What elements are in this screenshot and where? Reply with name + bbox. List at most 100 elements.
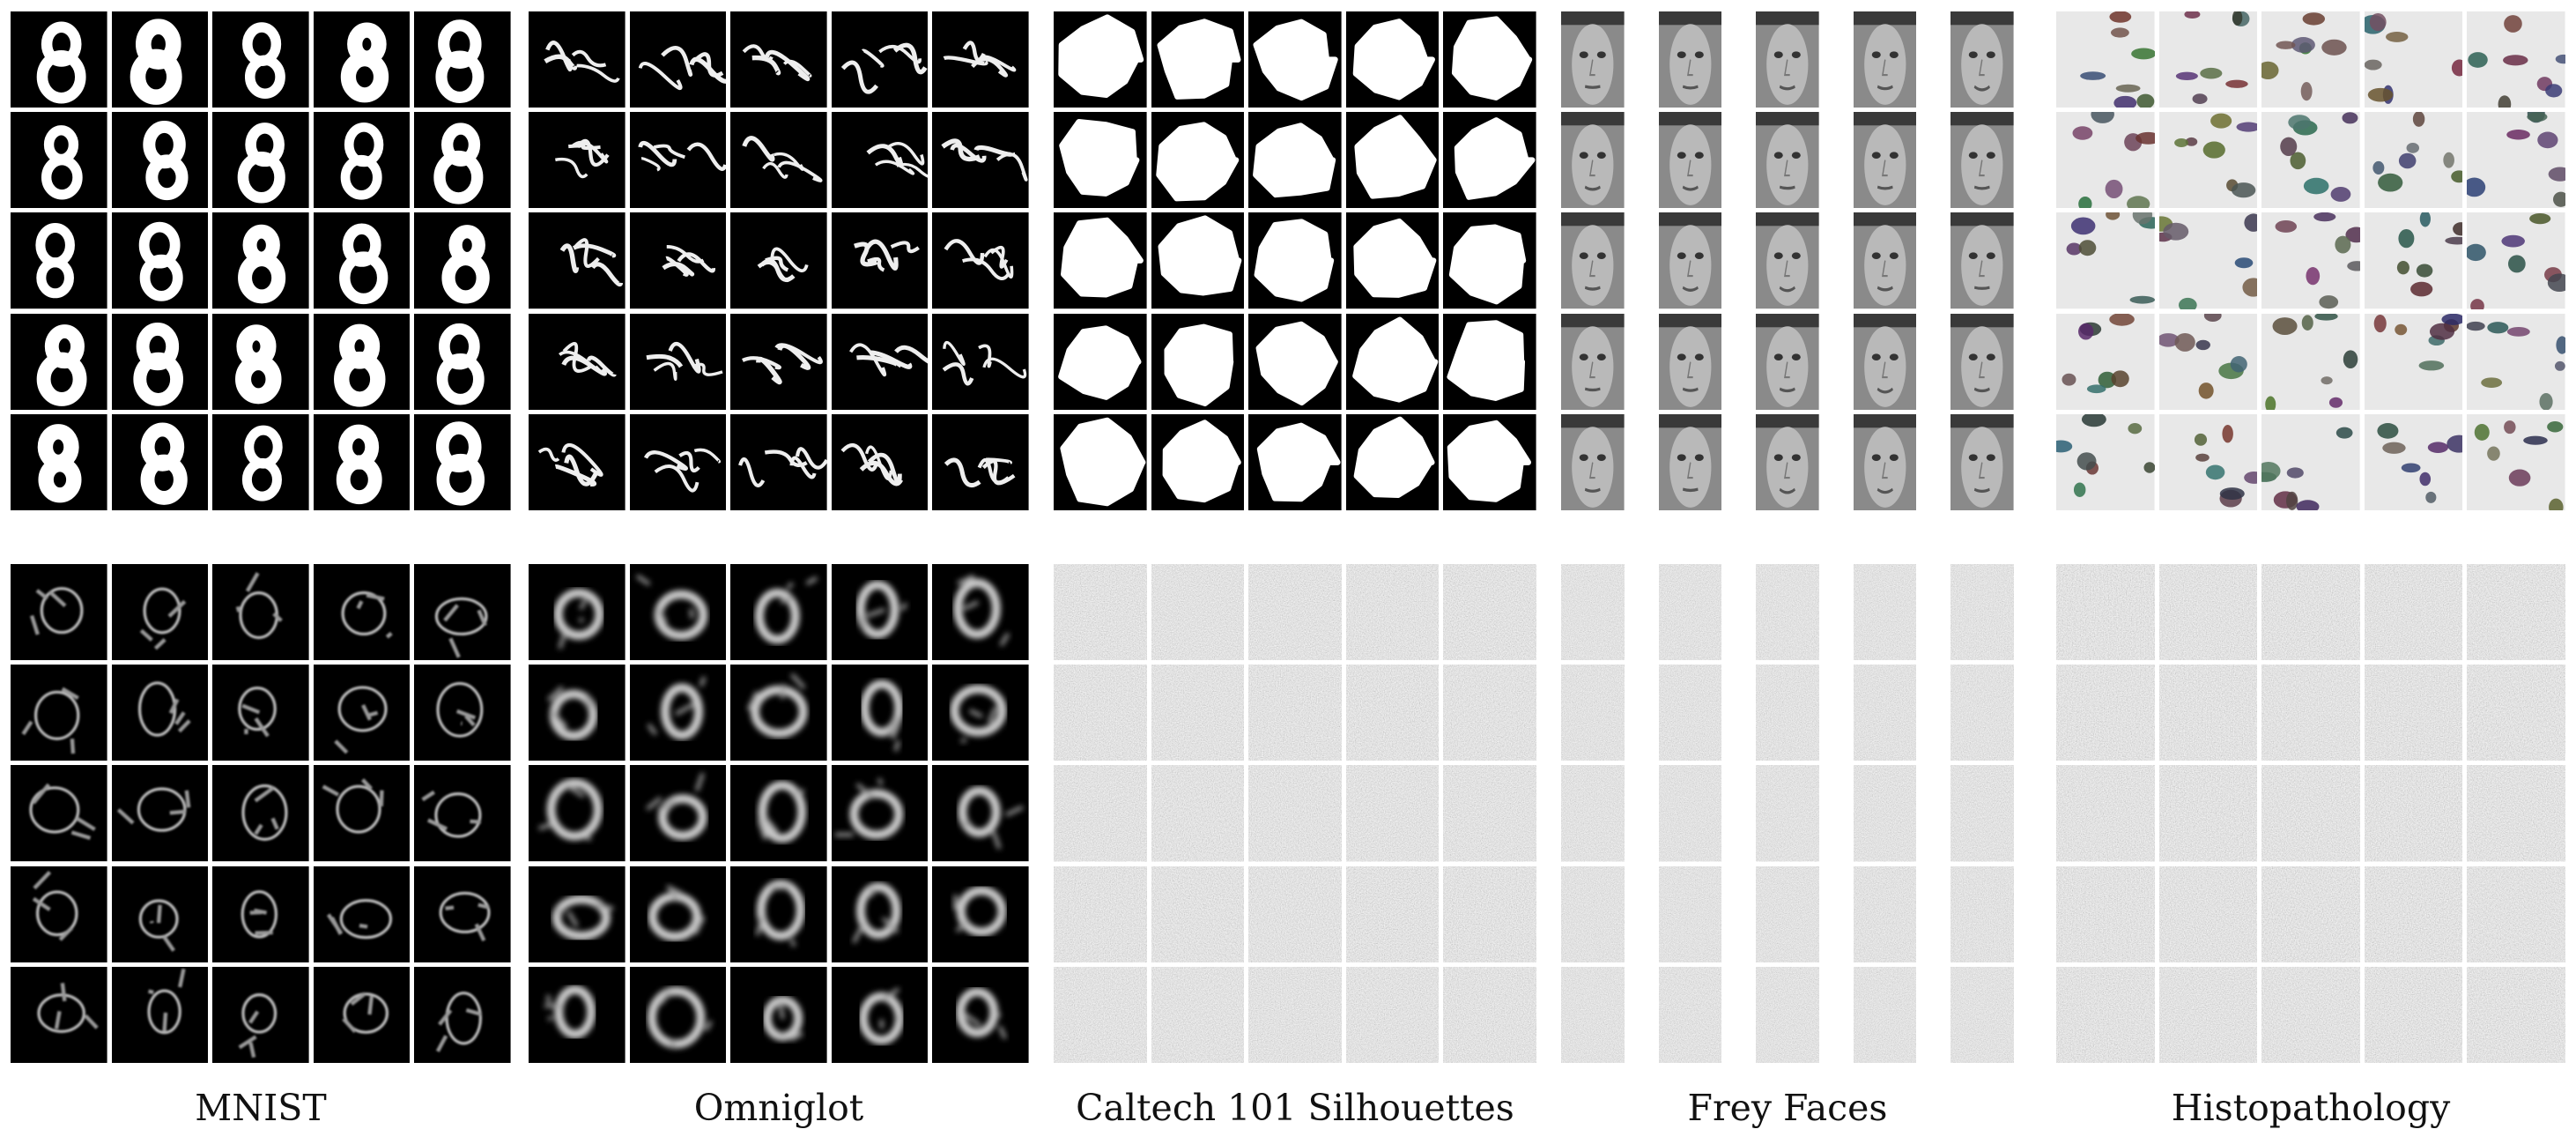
sample-face-image [1756,11,1819,108]
sample-digit-image [313,966,411,1063]
sample-digit-image [313,865,411,962]
sample-noise-image [1054,665,1147,761]
sample-face-image [1951,413,2014,510]
sample-character-image [932,11,1029,108]
sample-noise-image [2158,665,2258,761]
sample-histopathology-image [2261,313,2360,410]
sample-noise-image [1248,765,1342,862]
sample-character-image [529,765,625,862]
sample-noise-image [1658,564,1722,661]
sample-noise-image [2261,665,2360,761]
sample-noise-image [2467,564,2565,661]
sample-digit-image [414,212,511,309]
sample-digit-image [111,665,209,761]
sample-noise-image [1248,665,1342,761]
sample-face-image [1853,112,1917,209]
dataset-label-omniglot: Omniglot [693,1087,864,1129]
sample-digit-image [212,564,309,661]
histo-top-grid [2056,11,2565,510]
sample-silhouette-image [1345,11,1440,108]
sample-digit-image [11,413,107,510]
sample-character-image [831,112,929,209]
sample-character-image [529,865,625,962]
dataset-label-frey: Frey Faces [1687,1087,1888,1129]
sample-histopathology-image [2158,413,2258,510]
sample-digit-image [11,665,107,761]
sample-face-image [1658,112,1722,209]
sample-digit-image [212,765,309,862]
dataset-label-histopathology: Histopathology [2171,1087,2451,1129]
sample-noise-image [2056,865,2155,962]
sample-noise-image [2158,865,2258,962]
sample-digit-image [313,765,411,862]
sample-histopathology-image [2364,112,2463,209]
sample-histopathology-image [2056,112,2155,209]
sample-face-image [1853,212,1917,309]
sample-character-image [831,665,929,761]
sample-character-image [529,212,625,309]
sample-digit-image [111,313,209,410]
sample-digit-image [111,564,209,661]
sample-noise-image [1951,966,2014,1063]
sample-character-image [730,865,827,962]
caltech-top-grid [1054,11,1536,510]
sample-noise-image [2261,865,2360,962]
sample-silhouette-image [1151,212,1245,309]
sample-silhouette-image [1248,112,1342,209]
mnist-bottom-grid [11,564,511,1063]
sample-digit-image [111,966,209,1063]
sample-character-image [932,564,1029,661]
sample-character-image [529,966,625,1063]
sample-noise-image [1756,865,1819,962]
sample-noise-image [2056,966,2155,1063]
sample-character-image [730,313,827,410]
sample-silhouette-image [1054,112,1147,209]
sample-noise-image [2056,765,2155,862]
sample-character-image [529,11,625,108]
sample-silhouette-image [1345,313,1440,410]
sample-noise-image [1756,665,1819,761]
sample-silhouette-image [1443,11,1536,108]
sample-noise-image [1951,865,2014,962]
sample-histopathology-image [2364,11,2463,108]
sample-digit-image [414,11,511,108]
sample-character-image [932,313,1029,410]
mnist-top-grid [11,11,511,510]
sample-digit-image [414,665,511,761]
sample-face-image [1853,313,1917,410]
sample-silhouette-image [1248,212,1342,309]
sample-noise-image [1151,665,1245,761]
sample-digit-image [414,765,511,862]
sample-histopathology-image [2467,212,2565,309]
sample-histopathology-image [2467,313,2565,410]
sample-digit-image [111,112,209,209]
sample-histopathology-image [2261,112,2360,209]
sample-face-image [1658,11,1722,108]
sample-digit-image [313,112,411,209]
sample-histopathology-image [2056,413,2155,510]
sample-digit-image [111,865,209,962]
sample-character-image [932,765,1029,862]
sample-digit-image [11,564,107,661]
sample-noise-image [2467,966,2565,1063]
sample-histopathology-image [2364,212,2463,309]
sample-noise-image [2467,665,2565,761]
caltech-bottom-grid [1054,564,1536,1063]
sample-digit-image [212,313,309,410]
sample-digit-image [11,112,107,209]
sample-face-image [1853,413,1917,510]
sample-noise-image [2261,765,2360,862]
sample-silhouette-image [1443,313,1536,410]
sample-noise-image [1561,865,1625,962]
sample-silhouette-image [1443,413,1536,510]
omniglot-bottom-grid [529,564,1029,1063]
sample-noise-image [2467,865,2565,962]
sample-character-image [629,765,727,862]
sample-face-image [1561,11,1625,108]
sample-digit-image [212,413,309,510]
sample-face-image [1756,413,1819,510]
sample-face-image [1658,413,1722,510]
sample-histopathology-image [2261,212,2360,309]
sample-digit-image [414,413,511,510]
dataset-label-caltech: Caltech 101 Silhouettes [1076,1087,1514,1129]
